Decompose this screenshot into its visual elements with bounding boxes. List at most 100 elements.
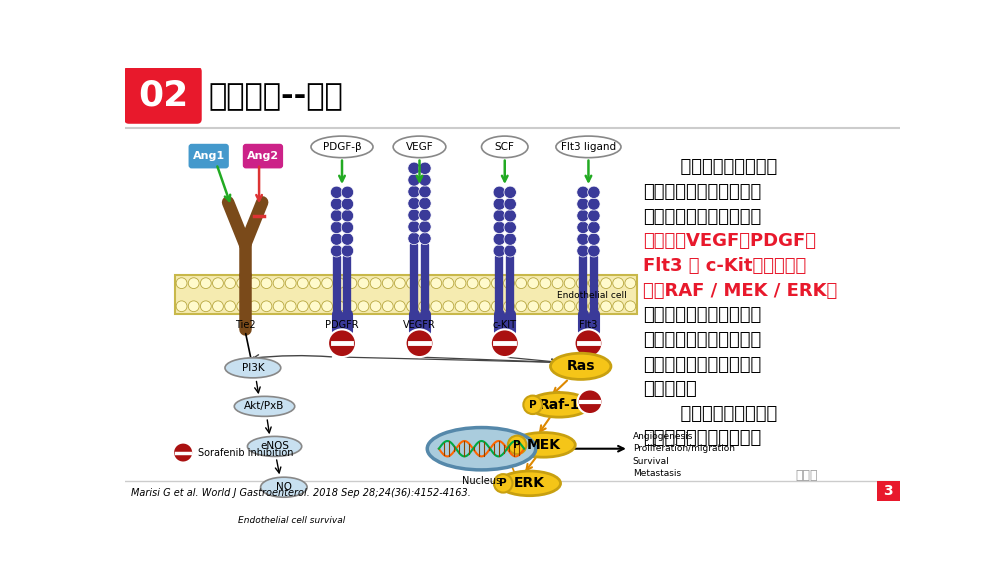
Text: 阻滞RAF / MEK / ERK，: 阻滞RAF / MEK / ERK， [643,282,837,300]
Circle shape [237,278,248,289]
Bar [877,481,900,501]
Circle shape [334,278,345,289]
Bar [175,275,637,314]
Circle shape [200,301,211,312]
Circle shape [578,390,602,414]
Circle shape [419,186,431,198]
Circle shape [613,278,624,289]
Circle shape [577,221,589,234]
Text: SCF: SCF [495,142,515,152]
Circle shape [394,301,405,312]
Text: Metastasis: Metastasis [633,469,681,478]
Circle shape [577,245,589,257]
Circle shape [577,233,589,245]
Circle shape [494,474,512,493]
Text: 瘤的血管生成并抑制肿瘤: 瘤的血管生成并抑制肿瘤 [643,331,761,349]
Circle shape [576,301,587,312]
Circle shape [493,221,506,234]
Circle shape [576,278,587,289]
Circle shape [346,278,357,289]
Circle shape [455,278,466,289]
Ellipse shape [225,358,281,378]
Circle shape [273,301,284,312]
Circle shape [588,301,599,312]
Circle shape [564,301,575,312]
Circle shape [552,301,563,312]
Circle shape [341,209,354,222]
Circle shape [419,209,431,221]
Circle shape [419,174,431,186]
Text: Tie2: Tie2 [235,320,255,330]
Circle shape [508,436,526,454]
Text: Marisi G et al. World J Gastroenterol. 2018 Sep 28;24(36):4152-4163.: Marisi G et al. World J Gastroenterol. 2… [131,488,471,498]
Text: Angiogenesis: Angiogenesis [633,432,693,441]
Circle shape [504,198,516,210]
Text: Flt3 ligand: Flt3 ligand [561,142,616,152]
Circle shape [382,301,393,312]
Circle shape [346,301,357,312]
Circle shape [334,301,345,312]
Circle shape [419,197,431,209]
FancyBboxPatch shape [124,67,202,124]
Ellipse shape [550,353,611,379]
Circle shape [330,209,343,222]
Text: 3: 3 [884,484,893,498]
Circle shape [601,278,611,289]
Circle shape [297,301,308,312]
Ellipse shape [311,136,373,158]
Circle shape [382,278,393,289]
Circle shape [188,301,199,312]
Circle shape [504,209,516,222]
Circle shape [504,186,516,199]
Circle shape [297,278,308,289]
Circle shape [330,198,343,210]
Circle shape [491,278,502,289]
Circle shape [613,301,624,312]
Circle shape [528,301,539,312]
Circle shape [310,301,320,312]
FancyBboxPatch shape [189,144,229,168]
Circle shape [443,278,454,289]
Text: 02: 02 [138,78,188,112]
Circle shape [419,301,430,312]
Ellipse shape [261,477,307,497]
Text: 索拉非尼作用机制是: 索拉非尼作用机制是 [643,158,777,176]
Circle shape [261,301,272,312]
Circle shape [479,301,490,312]
Circle shape [176,278,187,289]
Circle shape [237,301,248,312]
Ellipse shape [512,432,575,457]
Circle shape [564,278,575,289]
Ellipse shape [427,427,536,470]
Ellipse shape [247,436,302,457]
Circle shape [394,278,405,289]
Text: ERK: ERK [514,476,545,490]
Circle shape [455,301,466,312]
Circle shape [467,278,478,289]
Circle shape [407,278,417,289]
Text: Flt3 和 c-Kit，在其下游: Flt3 和 c-Kit，在其下游 [643,257,806,275]
Circle shape [516,278,527,289]
Text: Endothelial cell survival: Endothelial cell survival [238,516,345,525]
Circle shape [419,233,431,245]
Circle shape [577,186,589,199]
Circle shape [588,209,600,222]
Circle shape [601,301,611,312]
Text: Survival: Survival [633,457,669,466]
Circle shape [322,301,333,312]
Text: 上游阻滞VEGF、PDGF及: 上游阻滞VEGF、PDGF及 [643,233,816,251]
Circle shape [523,396,542,414]
Circle shape [431,301,442,312]
Circle shape [504,233,516,245]
Circle shape [479,278,490,289]
Text: Endothelial cell: Endothelial cell [557,291,627,300]
Circle shape [625,301,636,312]
Circle shape [516,301,527,312]
Circle shape [225,301,236,312]
Circle shape [431,278,442,289]
Circle shape [310,278,320,289]
Circle shape [504,221,516,234]
Text: 成细胞的信号转导路径的: 成细胞的信号转导路径的 [643,208,761,226]
Circle shape [330,245,343,257]
Circle shape [200,278,211,289]
